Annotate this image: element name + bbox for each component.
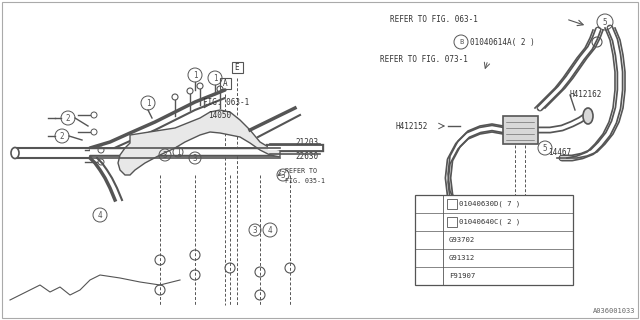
Text: 3: 3 — [253, 226, 257, 235]
Ellipse shape — [11, 148, 19, 158]
Text: 14050: 14050 — [208, 111, 231, 120]
Text: FIG. 035-1: FIG. 035-1 — [285, 178, 325, 184]
Text: REFER TO: REFER TO — [285, 168, 317, 174]
Bar — [232, 61, 243, 73]
Text: A036001033: A036001033 — [593, 308, 635, 314]
Text: REFER TO FIG. 063-1: REFER TO FIG. 063-1 — [390, 15, 478, 24]
Text: 5: 5 — [603, 18, 607, 27]
Text: F91907: F91907 — [449, 273, 476, 279]
Text: B: B — [459, 39, 463, 45]
Text: 1: 1 — [193, 70, 197, 79]
Text: H412152: H412152 — [395, 122, 428, 131]
Text: 3: 3 — [281, 171, 285, 180]
Text: 5: 5 — [543, 143, 547, 153]
Text: B: B — [451, 220, 454, 225]
Bar — [447, 217, 457, 227]
Bar — [220, 77, 230, 89]
Text: 01040640C( 2 ): 01040640C( 2 ) — [459, 219, 520, 225]
Bar — [447, 199, 457, 209]
Text: A: A — [223, 78, 227, 87]
Text: 2: 2 — [66, 114, 70, 123]
Text: 3: 3 — [423, 237, 427, 243]
Text: 4: 4 — [98, 211, 102, 220]
Ellipse shape — [583, 108, 593, 124]
Text: 21203: 21203 — [295, 138, 318, 147]
Bar — [515, 222, 525, 234]
Text: 2: 2 — [423, 219, 427, 225]
Text: 3: 3 — [193, 154, 197, 163]
Text: E: E — [235, 62, 239, 71]
Text: 1: 1 — [423, 201, 427, 207]
Text: H412162: H412162 — [570, 90, 602, 99]
Text: G91312: G91312 — [449, 255, 476, 261]
Text: 1: 1 — [176, 148, 180, 156]
Text: 4: 4 — [423, 255, 427, 261]
Bar — [415, 195, 573, 285]
Text: FIG. 063-1: FIG. 063-1 — [203, 98, 249, 107]
Text: 2: 2 — [60, 132, 64, 140]
Text: 14467: 14467 — [548, 148, 571, 157]
Text: G93702: G93702 — [449, 237, 476, 243]
Text: B: B — [518, 237, 522, 246]
Text: 1: 1 — [212, 74, 218, 83]
Text: 22630: 22630 — [295, 152, 318, 161]
Text: REFER TO FIG. 073-1: REFER TO FIG. 073-1 — [380, 55, 468, 64]
Text: 01040614A( 2 ): 01040614A( 2 ) — [470, 38, 535, 47]
Text: 4: 4 — [268, 226, 272, 235]
Text: 3: 3 — [163, 150, 167, 159]
Polygon shape — [118, 110, 280, 175]
Text: 1: 1 — [146, 99, 150, 108]
Bar — [515, 236, 525, 247]
Text: 5: 5 — [423, 273, 427, 279]
Text: B: B — [451, 202, 454, 206]
Text: 01040630D( 7 ): 01040630D( 7 ) — [459, 201, 520, 207]
Text: A: A — [518, 223, 522, 233]
Bar — [502, 116, 538, 144]
